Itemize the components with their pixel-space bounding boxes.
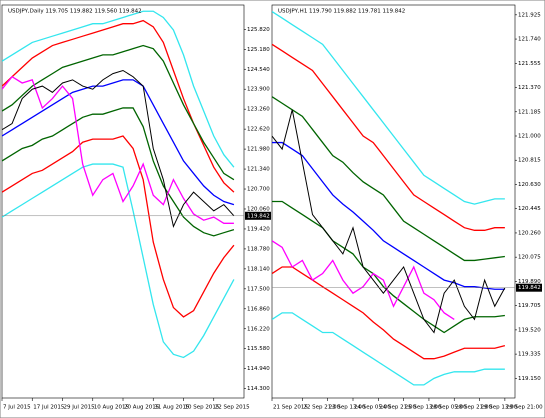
price-tag <box>245 211 271 220</box>
y-tick-label: 116.220 <box>247 326 270 332</box>
y-tick-label: 121.185 <box>518 109 541 115</box>
x-tick-label: 7 Jul 2015 <box>3 405 31 411</box>
series-line <box>2 79 235 206</box>
series-line <box>272 43 505 231</box>
y-tick-label: 120.815 <box>518 158 541 164</box>
series-line <box>272 96 505 262</box>
y-tick-label: 122.620 <box>247 127 270 133</box>
series-line <box>2 10 235 168</box>
series-line <box>272 240 455 320</box>
y-tick-label: 114.300 <box>247 386 270 392</box>
y-tick-label: 120.260 <box>518 230 541 236</box>
price-label: 119.842 <box>518 285 541 291</box>
series-line <box>272 11 505 205</box>
x-tick-label: 29 Sep 13:00 <box>481 405 518 411</box>
x-tick-label: 29 Jul 2015 <box>64 405 96 411</box>
x-tick-label: 23 Sep 13:00 <box>329 405 366 411</box>
series-line <box>272 109 506 334</box>
y-tick-label: 124.540 <box>247 67 270 73</box>
x-tick-label: 29 Sep 21:00 <box>506 405 543 411</box>
y-tick-label: 125.180 <box>247 47 270 53</box>
y-tick-label: 121.000 <box>518 134 541 140</box>
y-tick-label: 119.705 <box>518 303 541 309</box>
series-group <box>272 11 506 386</box>
y-tick-label: 119.150 <box>518 376 541 382</box>
x-tick-label: 31 Aug 2015 <box>154 405 190 411</box>
series-line <box>2 135 235 318</box>
series-line <box>2 107 235 237</box>
series-line <box>2 75 234 224</box>
y-tick-label: 119.335 <box>518 352 541 358</box>
x-tick-label: 28 Sep 21:00 <box>455 405 492 411</box>
chart-title: USDJPY,H1 119.790 119.882 119.781 119.84… <box>278 9 405 15</box>
x-tick-label: 22 Sep 2015 <box>215 405 250 411</box>
y-tick-label: 125.820 <box>247 27 270 33</box>
y-tick-label: 121.925 <box>518 12 541 18</box>
y-tick-label: 118.780 <box>247 246 270 252</box>
series-line <box>272 200 505 334</box>
y-tick-label: 119.890 <box>518 279 541 285</box>
y-tick-label: 117.500 <box>247 286 270 292</box>
y-tick-label: 120.630 <box>518 182 541 188</box>
series-line <box>272 266 506 360</box>
y-tick-label: 120.700 <box>247 187 270 193</box>
y-tick-label: 119.520 <box>518 327 541 333</box>
x-tick-label: 17 Jul 2015 <box>33 405 65 411</box>
y-tick-label: 121.370 <box>518 85 541 91</box>
series-line <box>2 163 235 359</box>
x-tick-label: 21 Sep 2015 <box>273 405 308 411</box>
series-line <box>272 312 505 386</box>
series-line <box>2 44 235 181</box>
y-tick-label: 118.140 <box>247 266 270 272</box>
y-tick-label: 121.980 <box>247 147 270 153</box>
price-label: 119.842 <box>247 213 270 219</box>
y-tick-label: 121.555 <box>518 61 541 67</box>
x-tick-label: 25 Sep 13:00 <box>405 405 442 411</box>
x-tick-label: 28 Sep 05:00 <box>430 405 467 411</box>
y-tick-label: 121.740 <box>518 37 541 43</box>
series-line <box>2 69 235 229</box>
x-tick-label: 10 Aug 2015 <box>94 405 130 411</box>
x-tick-label: 22 Sep 21:00 <box>303 405 340 411</box>
y-tick-label: 116.860 <box>247 306 270 312</box>
series-line <box>272 141 505 290</box>
x-tick-label: 24 Sep 21:00 <box>379 405 416 411</box>
y-tick-label: 121.340 <box>247 167 270 173</box>
x-tick-label: 10 Sep 2015 <box>185 405 220 411</box>
y-tick-label: 120.075 <box>518 255 541 261</box>
y-tick-label: 119.420 <box>247 226 270 232</box>
x-tick-label: 20 Aug 2015 <box>124 405 160 411</box>
price-tag <box>516 283 542 292</box>
y-tick-label: 120.445 <box>518 206 541 212</box>
y-tick-label: 120.060 <box>247 206 270 212</box>
y-tick-label: 123.260 <box>247 107 270 113</box>
chart-title: USDJPY,Daily 119.705 119.882 119.560 119… <box>8 9 142 15</box>
y-tick-label: 115.580 <box>247 346 270 352</box>
y-tick-label: 114.940 <box>247 366 270 372</box>
x-tick-label: 24 Sep 05:00 <box>354 405 391 411</box>
y-tick-label: 123.900 <box>247 87 270 93</box>
series-group <box>2 10 235 359</box>
